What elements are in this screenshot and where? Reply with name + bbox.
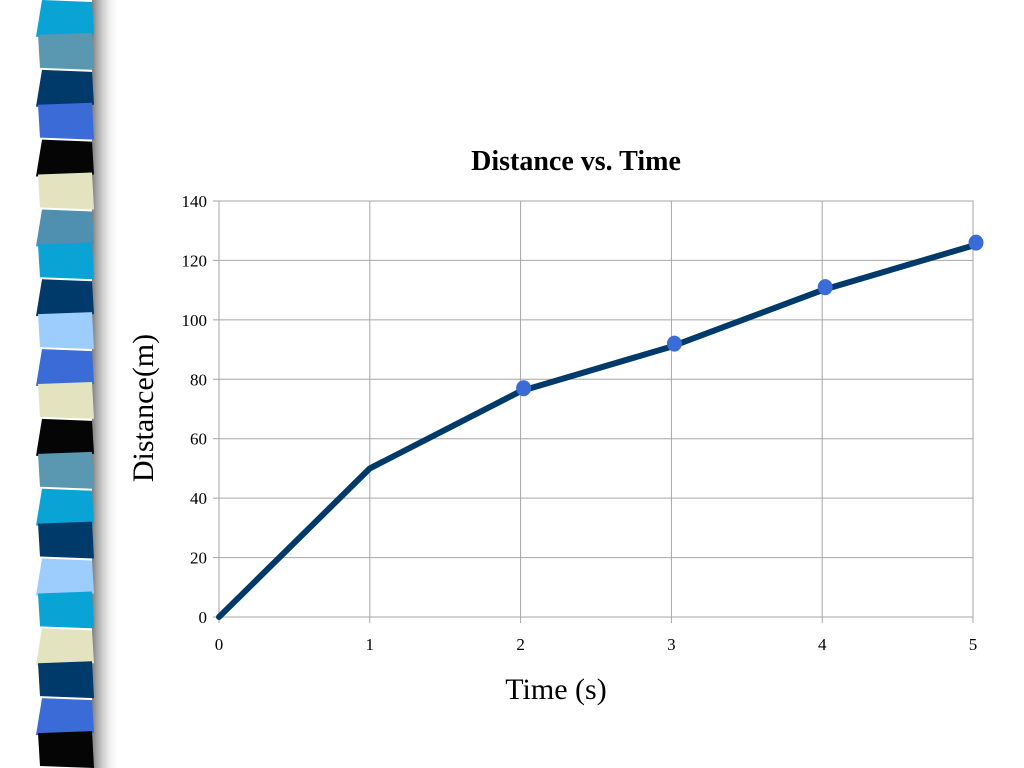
x-tick-label: 0 [215,635,224,654]
x-axis-label: Time (s) [505,673,606,706]
stripe-segment [36,488,94,526]
decorative-stripe-bar [36,0,120,768]
stripe-segment [36,418,94,456]
x-axis-ticks: 0 1 2 3 4 5 [215,635,978,654]
series-line [216,242,976,620]
y-tick-label: 40 [190,489,207,508]
series-markers [516,234,984,397]
stripe-shadow [92,0,120,768]
x-tick-label: 5 [969,635,978,654]
stripe-segment [38,32,94,70]
y-tick-label: 60 [190,430,207,449]
chart-title: Distance vs. Time [471,146,681,177]
stripe-segment [38,382,94,419]
data-point-marker [516,380,532,397]
y-tick-label: 120 [182,251,208,270]
data-point-marker [666,335,682,352]
stripe-segment [36,558,94,596]
y-tick-label: 80 [190,370,207,389]
stripe-segment [36,349,94,386]
x-tick-label: 4 [818,635,827,654]
stripe-segment [38,172,94,210]
x-tick-label: 2 [516,635,525,654]
stripe-segment [38,312,94,350]
stripe-segment [38,102,94,140]
stripe-segment [38,242,94,280]
plot-area [218,200,974,618]
stripe-segment [36,0,94,37]
stripe-segment [36,279,94,317]
stripe-segment [36,139,94,177]
stripe-segment [38,521,94,559]
stripe-segment [36,209,94,247]
stripe-segment [38,451,94,489]
x-tick-label: 1 [366,635,375,654]
stripe-segment [36,628,94,666]
data-point-marker [968,234,984,251]
y-tick-label: 100 [182,311,208,330]
y-tick-label: 0 [199,608,208,627]
stripe-segment [38,731,94,768]
chart-gridlines [213,200,974,623]
y-tick-label: 140 [182,192,208,211]
y-axis-label: Distance(m) [127,334,160,482]
line-chart: Distance vs. Time 0 20 40 60 80 100 120 140 0 1 2… [127,146,984,706]
stripe-segment [38,591,94,629]
data-point-marker [817,279,833,296]
y-axis-ticks: 0 20 40 60 80 100 120 140 [182,192,208,627]
stripe-segment [36,698,94,736]
stripe-segments [36,0,94,768]
stripe-segment [38,661,94,699]
x-tick-label: 3 [667,635,676,654]
y-tick-label: 20 [190,549,207,568]
stripe-segment [36,69,94,107]
